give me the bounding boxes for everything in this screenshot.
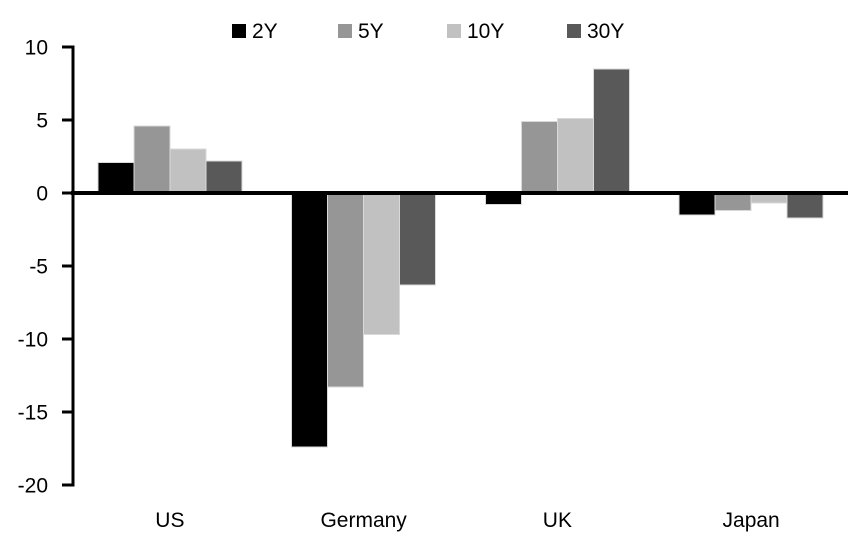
legend-swatch-5Y (338, 24, 352, 38)
bar-Germany-2Y (291, 192, 329, 448)
category-label-US: US (155, 509, 184, 532)
bar-US-5Y (133, 125, 171, 194)
bar-Japan-2Y (678, 192, 716, 216)
y-axis-label-0: 0 (36, 183, 48, 206)
category-label-Germany: Germany (320, 509, 407, 532)
bar-Japan-5Y (714, 192, 752, 212)
category-label-UK: UK (543, 509, 572, 532)
bar-US-2Y (97, 161, 135, 194)
bar-US-30Y (205, 160, 243, 194)
bar-US-10Y (169, 148, 207, 194)
legend-label-2Y: 2Y (252, 20, 278, 43)
legend-label-5Y: 5Y (358, 20, 384, 43)
bar-Germany-10Y (363, 192, 401, 336)
legend-label-30Y: 30Y (587, 20, 624, 43)
legend-swatch-10Y (447, 24, 461, 38)
y-axis-label-10: 10 (25, 37, 48, 60)
category-label-Japan: Japan (723, 509, 780, 532)
bar-UK-5Y (520, 120, 558, 194)
bar-UK-10Y (556, 118, 594, 194)
y-axis-label-5: 5 (36, 110, 48, 133)
y-axis-label--5: -5 (29, 256, 48, 279)
bar-Japan-30Y (786, 192, 824, 219)
y-axis-label--10: -10 (18, 329, 48, 352)
bar-Germany-5Y (327, 192, 365, 388)
y-axis-label--20: -20 (18, 475, 48, 498)
legend-swatch-30Y (567, 24, 581, 38)
bar-UK-30Y (592, 68, 630, 194)
y-axis-label--15: -15 (18, 402, 48, 425)
bar-Germany-30Y (399, 192, 437, 286)
legend-label-10Y: 10Y (467, 20, 504, 43)
legend-swatch-2Y (232, 24, 246, 38)
